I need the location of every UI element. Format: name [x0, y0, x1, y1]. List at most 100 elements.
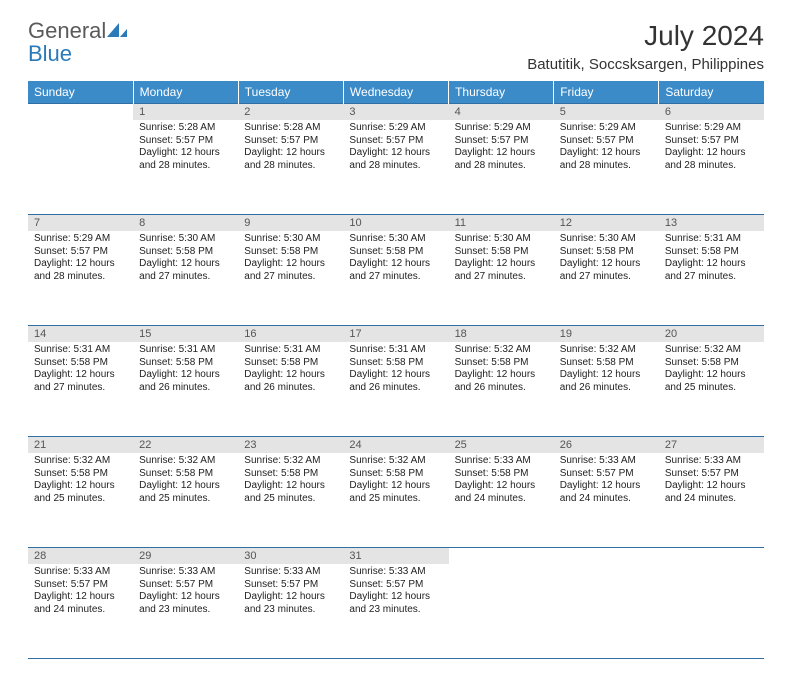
sunrise-text: Sunrise: 5:31 AM: [34, 344, 127, 357]
day-cell: Sunrise: 5:33 AMSunset: 5:57 PMDaylight:…: [659, 453, 764, 548]
day-cell: Sunrise: 5:29 AMSunset: 5:57 PMDaylight:…: [659, 120, 764, 215]
daylight-text: Daylight: 12 hours and 24 minutes.: [455, 480, 548, 505]
day-cell: [659, 564, 764, 659]
sunset-text: Sunset: 5:58 PM: [139, 357, 232, 370]
daylight-text: Daylight: 12 hours and 24 minutes.: [665, 480, 758, 505]
sunset-text: Sunset: 5:57 PM: [34, 579, 127, 592]
daynum-row: 28293031: [28, 548, 764, 565]
sunrise-text: Sunrise: 5:32 AM: [455, 344, 548, 357]
sunrise-text: Sunrise: 5:31 AM: [349, 344, 442, 357]
daylight-text: Daylight: 12 hours and 25 minutes.: [139, 480, 232, 505]
daylight-text: Daylight: 12 hours and 28 minutes.: [349, 147, 442, 172]
daylight-text: Daylight: 12 hours and 25 minutes.: [349, 480, 442, 505]
day-number: 8: [133, 215, 238, 232]
logo-word-blue: Blue: [28, 41, 72, 66]
sunset-text: Sunset: 5:58 PM: [244, 246, 337, 259]
daynum-row: 14151617181920: [28, 326, 764, 343]
day-cell: Sunrise: 5:31 AMSunset: 5:58 PMDaylight:…: [343, 342, 448, 437]
calendar-page: General Blue July 2024 Batutitik, Soccsk…: [0, 0, 792, 679]
day-cell: Sunrise: 5:31 AMSunset: 5:58 PMDaylight:…: [133, 342, 238, 437]
daylight-text: Daylight: 12 hours and 27 minutes.: [455, 258, 548, 283]
sunrise-text: Sunrise: 5:33 AM: [665, 455, 758, 468]
daylight-text: Daylight: 12 hours and 27 minutes.: [34, 369, 127, 394]
daylight-text: Daylight: 12 hours and 27 minutes.: [139, 258, 232, 283]
day-cell: Sunrise: 5:32 AMSunset: 5:58 PMDaylight:…: [343, 453, 448, 548]
title-block: July 2024 Batutitik, Soccsksargen, Phili…: [527, 20, 764, 73]
sunrise-text: Sunrise: 5:29 AM: [665, 122, 758, 135]
sunrise-text: Sunrise: 5:31 AM: [139, 344, 232, 357]
sunset-text: Sunset: 5:58 PM: [665, 357, 758, 370]
day-number: 14: [28, 326, 133, 343]
sunrise-text: Sunrise: 5:32 AM: [560, 344, 653, 357]
sunrise-text: Sunrise: 5:28 AM: [139, 122, 232, 135]
sunrise-text: Sunrise: 5:33 AM: [244, 566, 337, 579]
daynum-row: 21222324252627: [28, 437, 764, 454]
day-cell: Sunrise: 5:28 AMSunset: 5:57 PMDaylight:…: [238, 120, 343, 215]
day-number: 18: [449, 326, 554, 343]
header: General Blue July 2024 Batutitik, Soccsk…: [28, 20, 764, 73]
daylight-text: Daylight: 12 hours and 27 minutes.: [665, 258, 758, 283]
sunset-text: Sunset: 5:58 PM: [349, 357, 442, 370]
day-number: 19: [554, 326, 659, 343]
sunset-text: Sunset: 5:58 PM: [244, 357, 337, 370]
day-cell: Sunrise: 5:28 AMSunset: 5:57 PMDaylight:…: [133, 120, 238, 215]
day-number: 25: [449, 437, 554, 454]
day-number: 12: [554, 215, 659, 232]
day-cell: Sunrise: 5:29 AMSunset: 5:57 PMDaylight:…: [28, 231, 133, 326]
sunset-text: Sunset: 5:57 PM: [244, 579, 337, 592]
day-cell: Sunrise: 5:32 AMSunset: 5:58 PMDaylight:…: [238, 453, 343, 548]
day-cell: Sunrise: 5:33 AMSunset: 5:57 PMDaylight:…: [238, 564, 343, 659]
daynum-row: 78910111213: [28, 215, 764, 232]
day-cell: Sunrise: 5:30 AMSunset: 5:58 PMDaylight:…: [343, 231, 448, 326]
day-number: [659, 548, 764, 565]
logo: General Blue: [28, 20, 128, 66]
logo-sail-icon: [106, 20, 128, 43]
daylight-text: Daylight: 12 hours and 24 minutes.: [34, 591, 127, 616]
day-cell: Sunrise: 5:33 AMSunset: 5:58 PMDaylight:…: [449, 453, 554, 548]
day-cell: [449, 564, 554, 659]
sunrise-text: Sunrise: 5:32 AM: [244, 455, 337, 468]
daylight-text: Daylight: 12 hours and 25 minutes.: [244, 480, 337, 505]
day-cell: [28, 120, 133, 215]
sunset-text: Sunset: 5:57 PM: [665, 468, 758, 481]
sunrise-text: Sunrise: 5:28 AM: [244, 122, 337, 135]
sunset-text: Sunset: 5:58 PM: [34, 468, 127, 481]
day-number: 3: [343, 104, 448, 121]
daylight-text: Daylight: 12 hours and 25 minutes.: [34, 480, 127, 505]
day-cell: Sunrise: 5:29 AMSunset: 5:57 PMDaylight:…: [449, 120, 554, 215]
day-header: Friday: [554, 81, 659, 104]
day-cell: Sunrise: 5:30 AMSunset: 5:58 PMDaylight:…: [238, 231, 343, 326]
sunset-text: Sunset: 5:58 PM: [349, 246, 442, 259]
day-cell: Sunrise: 5:31 AMSunset: 5:58 PMDaylight:…: [238, 342, 343, 437]
day-cell: Sunrise: 5:32 AMSunset: 5:58 PMDaylight:…: [28, 453, 133, 548]
logo-text-block: General Blue: [28, 20, 128, 66]
page-title: July 2024: [527, 20, 764, 52]
daylight-text: Daylight: 12 hours and 23 minutes.: [244, 591, 337, 616]
sunset-text: Sunset: 5:58 PM: [34, 357, 127, 370]
sunset-text: Sunset: 5:58 PM: [244, 468, 337, 481]
daylight-text: Daylight: 12 hours and 26 minutes.: [560, 369, 653, 394]
day-number: 4: [449, 104, 554, 121]
sunrise-text: Sunrise: 5:29 AM: [560, 122, 653, 135]
sunset-text: Sunset: 5:58 PM: [455, 357, 548, 370]
sunrise-text: Sunrise: 5:33 AM: [139, 566, 232, 579]
day-number: 20: [659, 326, 764, 343]
calendar-table: Sunday Monday Tuesday Wednesday Thursday…: [28, 81, 764, 659]
day-number: 29: [133, 548, 238, 565]
day-number: 16: [238, 326, 343, 343]
daylight-text: Daylight: 12 hours and 27 minutes.: [349, 258, 442, 283]
day-number: 2: [238, 104, 343, 121]
day-number: 26: [554, 437, 659, 454]
sunset-text: Sunset: 5:58 PM: [665, 246, 758, 259]
day-cell: Sunrise: 5:31 AMSunset: 5:58 PMDaylight:…: [659, 231, 764, 326]
sunset-text: Sunset: 5:58 PM: [455, 246, 548, 259]
sunrise-text: Sunrise: 5:33 AM: [455, 455, 548, 468]
day-header-row: Sunday Monday Tuesday Wednesday Thursday…: [28, 81, 764, 104]
day-cell: Sunrise: 5:29 AMSunset: 5:57 PMDaylight:…: [343, 120, 448, 215]
daylight-text: Daylight: 12 hours and 25 minutes.: [665, 369, 758, 394]
sunrise-text: Sunrise: 5:29 AM: [349, 122, 442, 135]
sunset-text: Sunset: 5:57 PM: [139, 579, 232, 592]
sunset-text: Sunset: 5:58 PM: [139, 468, 232, 481]
sunrise-text: Sunrise: 5:30 AM: [349, 233, 442, 246]
day-number: 1: [133, 104, 238, 121]
